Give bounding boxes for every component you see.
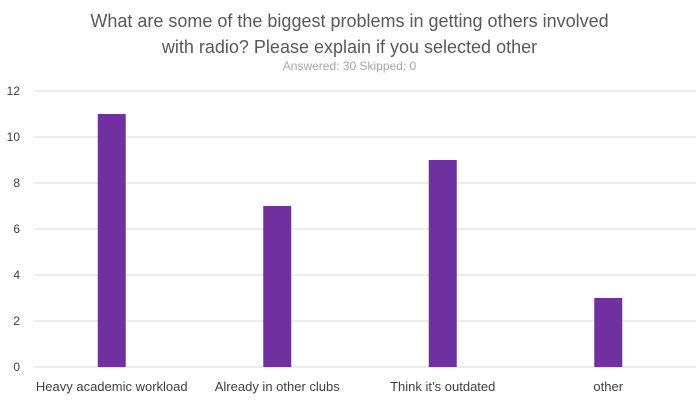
y-tick-label: 10 [7,130,21,144]
x-category-label: other [593,379,623,394]
y-tick-label: 4 [13,268,20,282]
bar-1 [97,114,126,367]
y-tick-label: 6 [13,222,20,236]
x-category-label: Already in other clubs [215,379,341,394]
x-category-label: Heavy academic workload [36,379,188,394]
y-tick-label: 0 [13,360,20,374]
y-tick-label: 2 [13,314,20,328]
y-tick-label: 12 [7,84,21,98]
chart-title: What are some of the biggest problems in… [90,11,609,57]
y-tick-label: 8 [13,176,20,190]
x-category-label: Think it’s outdated [390,379,495,394]
bar-2 [263,206,292,367]
bar-3 [428,160,457,367]
bar-4 [594,298,623,367]
chart-subtitle: Answered: 30 Skipped: 0 [282,59,417,73]
